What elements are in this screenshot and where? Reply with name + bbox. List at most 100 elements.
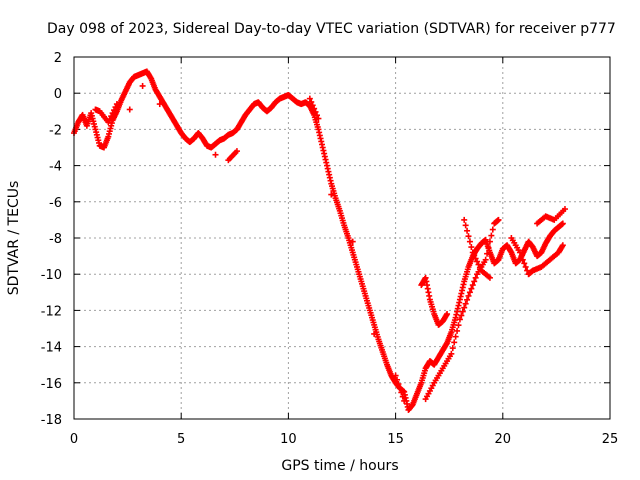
chart-title: Day 098 of 2023, Sidereal Day-to-day VTE… [47,21,616,37]
data-point [438,367,445,374]
data-point [379,346,386,353]
plot-frame [73,56,611,420]
data-point [456,299,463,306]
data-point [112,104,119,111]
data-point [398,389,405,396]
y-tick-label: -12 [41,304,62,319]
data-point [429,382,436,389]
x-tick-label: 5 [177,432,185,447]
data-point [488,232,495,239]
data-point [394,376,401,383]
x-axis-label: GPS time / hours [281,458,398,474]
data-point [515,247,522,254]
data-point [559,221,566,228]
data-point [96,139,103,146]
y-tick-label: -4 [49,160,62,175]
data-point [357,276,364,283]
data-point [121,89,128,96]
data-point [327,177,334,184]
data-point [466,238,473,245]
x-tick-label: 25 [602,432,619,447]
data-point [451,339,458,346]
data-point [413,392,420,399]
data-point [349,247,356,254]
data-point [476,264,483,271]
data-point [458,312,465,319]
data-point [452,333,459,340]
data-point [374,333,381,340]
data-point [560,207,567,214]
data-point [147,74,154,81]
data-point [417,381,424,388]
data-point [461,304,468,311]
data-point [449,345,456,352]
data-point [383,359,390,366]
y-tick-label: -8 [49,232,62,247]
data-point [117,99,124,106]
y-axis-label: SDTVAR / TECUs [6,181,22,296]
x-tick-label: 0 [70,432,78,447]
data-point [446,353,453,360]
y-tick-label: 0 [54,87,62,102]
data-point [126,106,133,113]
data-point [336,205,343,212]
data-point [486,238,493,245]
data-point [361,290,368,297]
data-point [460,281,467,288]
tick-labels: 0 5 10 15 20 25 -18 -16 -14 -12 -10 -8 -6 -4 -2 0 2 [41,51,619,447]
y-tick-label: -14 [41,341,62,356]
data-point [426,292,433,299]
data-point [469,282,476,289]
data-point [461,216,468,223]
data-point [454,327,461,334]
data-point [489,226,496,233]
data-point [468,244,475,251]
data-point [468,285,475,292]
data-point [312,108,319,115]
data-point [108,120,115,127]
data-point [91,123,98,130]
data-point [430,308,437,315]
data-point [522,263,529,270]
data-point [519,256,526,263]
data-point [451,317,458,324]
data-point [521,260,528,267]
data-point [472,255,479,262]
data-point [443,312,450,319]
data-point [520,249,527,256]
data-point [559,243,566,250]
y-tick-label: -2 [49,123,62,138]
data-point [313,112,320,119]
data-point [387,370,394,377]
data-point [518,253,525,260]
data-point [549,216,556,223]
data-point [340,219,347,226]
data-point [471,252,478,259]
data-points [71,68,568,413]
data-point [331,192,338,199]
data-point [111,107,118,114]
data-point [421,367,428,374]
data-point [344,232,351,239]
data-point [308,98,315,105]
data-point [232,149,239,156]
data-point [443,341,450,348]
grid-lines [74,57,610,419]
data-point [353,261,360,268]
data-point [464,227,471,234]
data-point [464,266,471,273]
data-point [464,296,471,303]
x-tick-label: 20 [495,432,512,447]
y-tick-label: -16 [41,377,62,392]
data-point [318,141,325,148]
data-point [475,261,482,268]
data-point [466,289,473,296]
data-point [485,244,492,251]
data-point [399,393,406,400]
data-point [370,319,377,326]
data-point [462,222,469,229]
data-point [462,300,469,307]
data-point [494,217,501,224]
